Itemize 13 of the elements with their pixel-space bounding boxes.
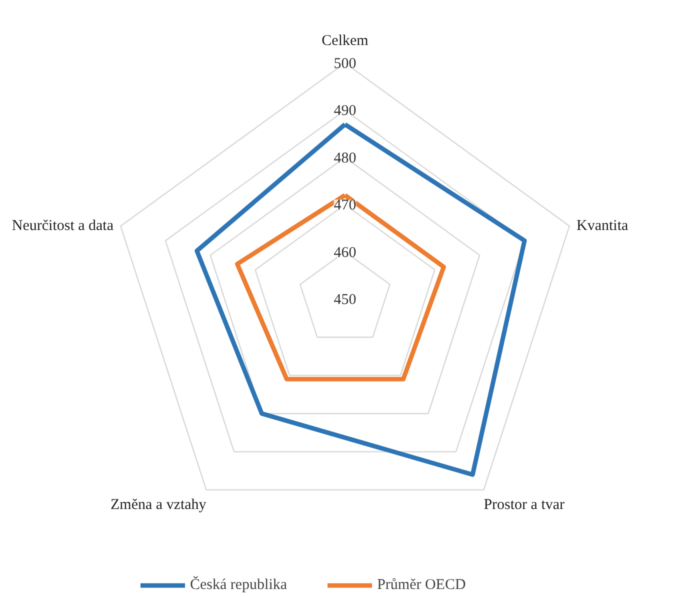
- spoke-label: Změna a vztahy: [110, 496, 207, 513]
- y-tick-label: 450: [334, 292, 356, 308]
- legend-label: Česká republika: [190, 576, 288, 594]
- spoke-label: Prostor a tvar: [484, 496, 565, 513]
- y-tick-label: 490: [334, 103, 356, 120]
- spoke-label: Neurčitost a data: [12, 218, 114, 234]
- y-tick-label: 470: [334, 198, 356, 214]
- legend-label: Průměr OECD: [377, 576, 466, 594]
- y-tick-label: 500: [334, 56, 356, 72]
- spoke-label: Kvantita: [576, 218, 628, 234]
- y-tick-label: 460: [334, 244, 356, 261]
- spoke-label: Celkem: [322, 32, 369, 49]
- y-tick-label: 480: [334, 150, 356, 166]
